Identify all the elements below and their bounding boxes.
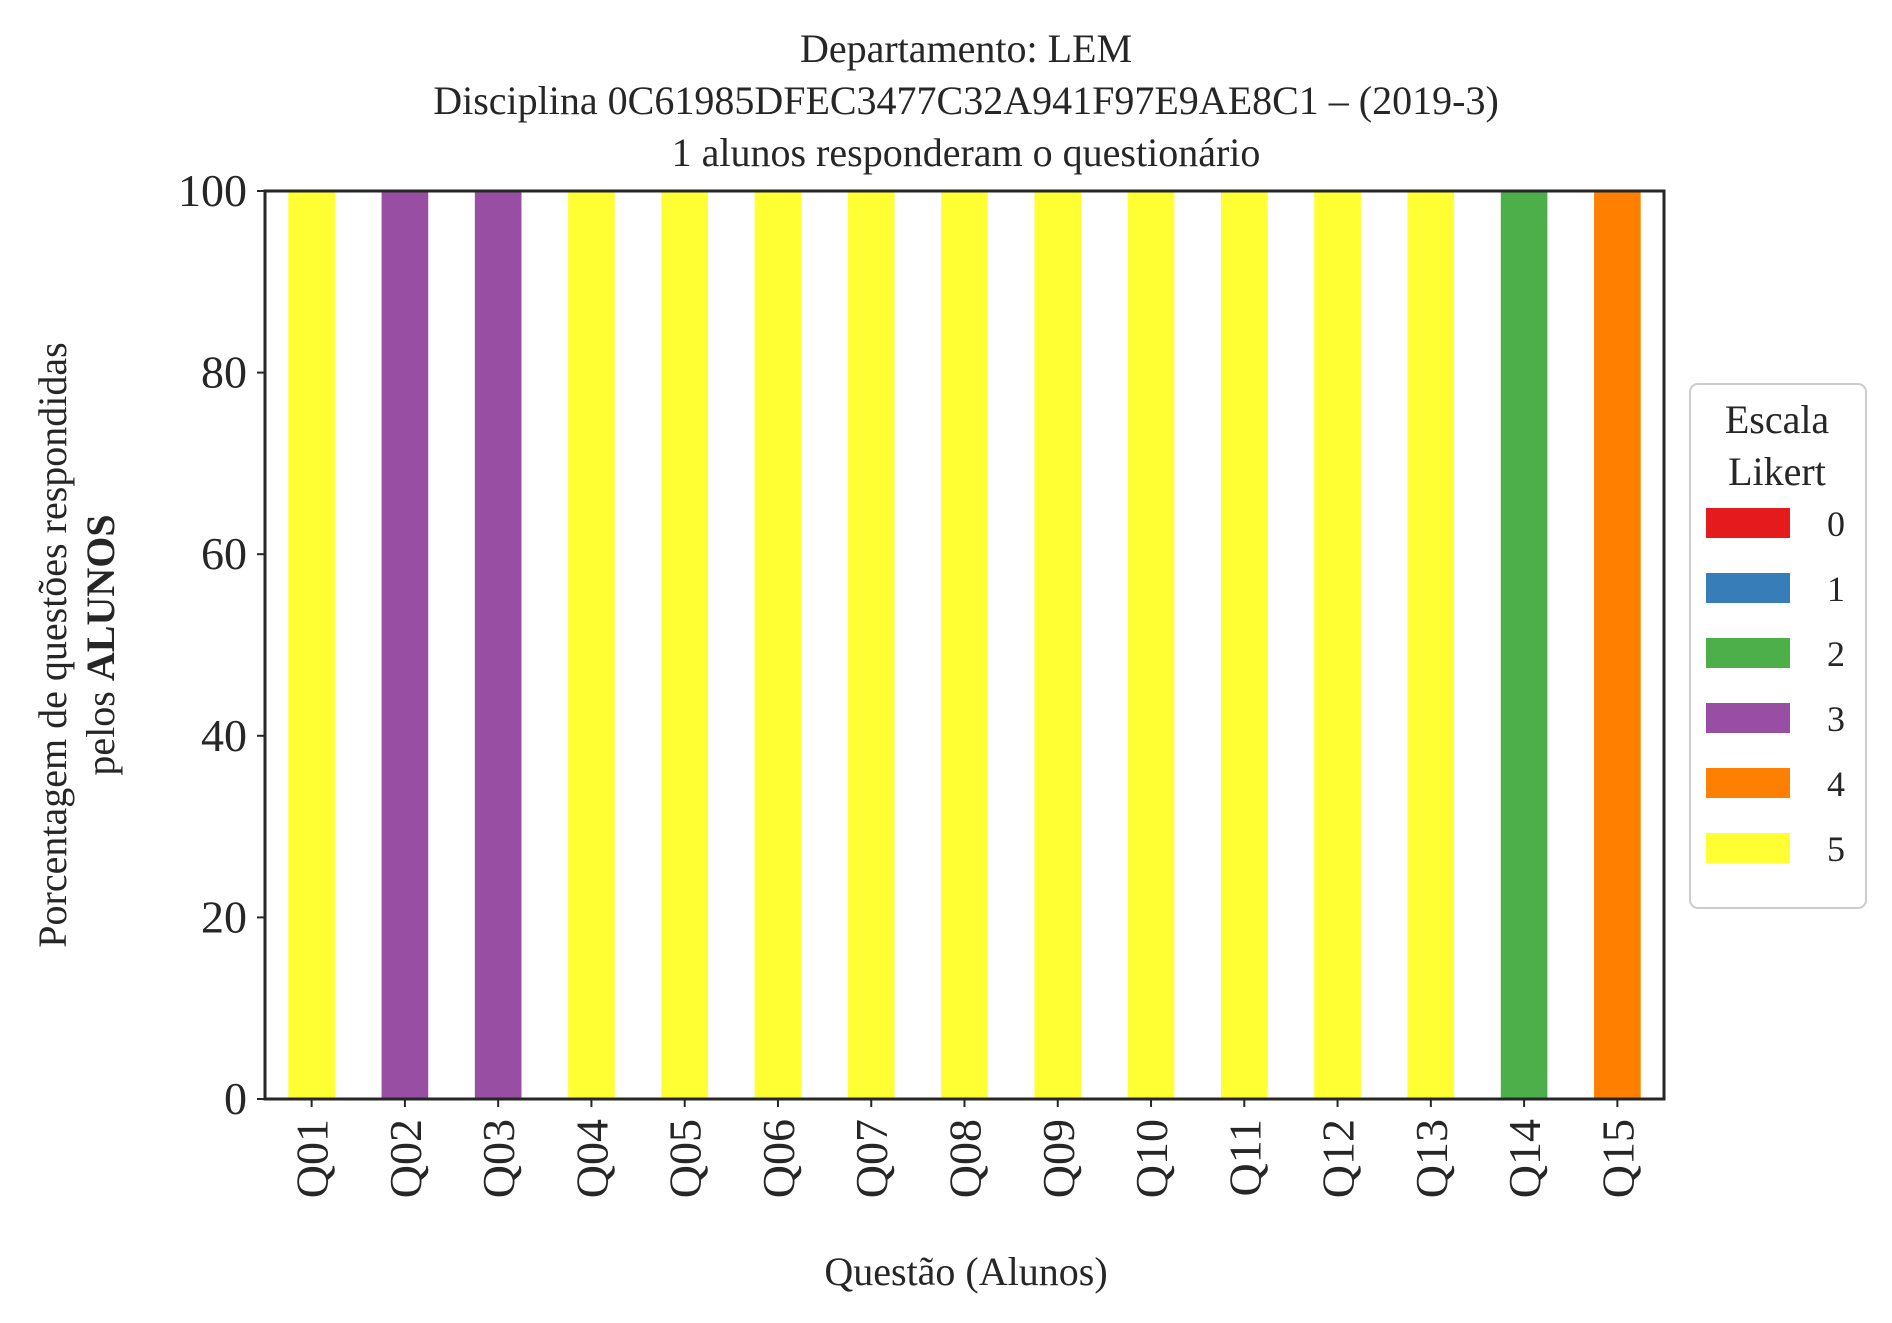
y-tick-label: 80 xyxy=(201,347,247,398)
legend: Escala Likert 0 1 2 3 4 5 xyxy=(1689,383,1867,909)
y-axis-label: Porcentagem de questões respondidas pelo… xyxy=(30,342,123,947)
x-tick-label: Q10 xyxy=(1126,1119,1177,1198)
x-tick-label: Q13 xyxy=(1406,1119,1457,1198)
legend-swatch-3 xyxy=(1706,703,1790,733)
bar-Q01-likert-5 xyxy=(288,191,335,1099)
bars-layer xyxy=(288,191,1641,1099)
bar-Q15-likert-4 xyxy=(1594,191,1641,1099)
y-axis-label-bold: ALUNOS xyxy=(78,514,123,681)
x-axis-label: Questão (Alunos) xyxy=(824,1249,1107,1294)
legend-swatch-5 xyxy=(1706,833,1790,863)
bar-Q04-likert-5 xyxy=(568,191,615,1099)
legend-label-2: 2 xyxy=(1827,634,1845,674)
x-tick-label: Q02 xyxy=(380,1119,431,1198)
x-tick-label: Q09 xyxy=(1033,1119,1084,1198)
legend-label-1: 1 xyxy=(1827,569,1845,609)
x-tick-label: Q11 xyxy=(1219,1119,1270,1197)
bar-Q05-likert-5 xyxy=(661,191,709,1099)
bar-Q02-likert-3 xyxy=(381,191,429,1099)
title-line-1: Departamento: LEM xyxy=(800,26,1132,71)
title-line-3: 1 alunos responderam o questionário xyxy=(672,130,1261,175)
y-tick-label: 0 xyxy=(224,1073,247,1124)
y-axis-label-line-1: Porcentagem de questões respondidas xyxy=(30,342,75,947)
chart-title: Departamento: LEM Disciplina 0C61985DFEC… xyxy=(433,26,1499,175)
y-tick-label: 100 xyxy=(178,165,247,216)
x-tick-label: Q14 xyxy=(1499,1119,1550,1198)
x-tick-label: Q03 xyxy=(473,1119,524,1198)
bar-Q06-likert-5 xyxy=(754,191,802,1099)
x-tick-label: Q07 xyxy=(846,1119,897,1198)
bar-Q13-likert-5 xyxy=(1407,191,1455,1099)
legend-label-3: 3 xyxy=(1827,699,1845,739)
y-tick-label: 60 xyxy=(201,528,247,579)
y-tick-label: 20 xyxy=(201,891,247,942)
x-tick-label: Q06 xyxy=(753,1119,804,1198)
title-line-2: Disciplina 0C61985DFEC3477C32A941F97E9AE… xyxy=(433,78,1499,123)
y-tick-labels: 0 20 40 60 80 100 xyxy=(178,165,265,1124)
bar-Q11-likert-5 xyxy=(1220,191,1268,1099)
y-axis-label-line-2: pelos ALUNOS xyxy=(78,514,123,775)
x-tick-label: Q08 xyxy=(940,1119,991,1198)
x-tick-labels: Q01 Q02 Q03 Q04 Q05 Q06 Q07 Q08 Q09 Q10 Q11 Q12 Q13 Q… xyxy=(287,1099,1643,1198)
y-tick-label: 40 xyxy=(201,710,247,761)
bar-Q07-likert-5 xyxy=(847,191,895,1099)
y-axis-label-prefix: pelos xyxy=(78,681,123,775)
x-tick-label: Q12 xyxy=(1313,1119,1364,1198)
legend-swatch-4 xyxy=(1706,768,1790,798)
x-tick-label: Q05 xyxy=(660,1119,711,1198)
legend-label-4: 4 xyxy=(1827,764,1845,804)
bar-Q12-likert-5 xyxy=(1314,191,1361,1099)
legend-swatch-0 xyxy=(1706,508,1790,538)
x-tick-label: Q15 xyxy=(1592,1119,1643,1198)
x-tick-label: Q04 xyxy=(566,1119,617,1198)
bar-Q14-likert-2 xyxy=(1500,191,1548,1099)
legend-swatch-2 xyxy=(1706,638,1790,668)
legend-swatch-1 xyxy=(1706,573,1790,603)
x-tick-label: Q01 xyxy=(287,1119,338,1198)
legend-items: 0 1 2 3 4 5 xyxy=(1706,504,1845,869)
bar-Q10-likert-5 xyxy=(1127,191,1175,1099)
bar-Q03-likert-3 xyxy=(474,191,522,1099)
legend-label-5: 5 xyxy=(1827,829,1845,869)
bar-Q09-likert-5 xyxy=(1034,191,1082,1099)
legend-label-0: 0 xyxy=(1827,504,1845,544)
bar-Q08-likert-5 xyxy=(941,191,988,1099)
legend-title-line-1: Escala xyxy=(1725,397,1830,442)
plot-frame xyxy=(263,189,1666,1101)
legend-title-line-2: Likert xyxy=(1728,449,1826,494)
